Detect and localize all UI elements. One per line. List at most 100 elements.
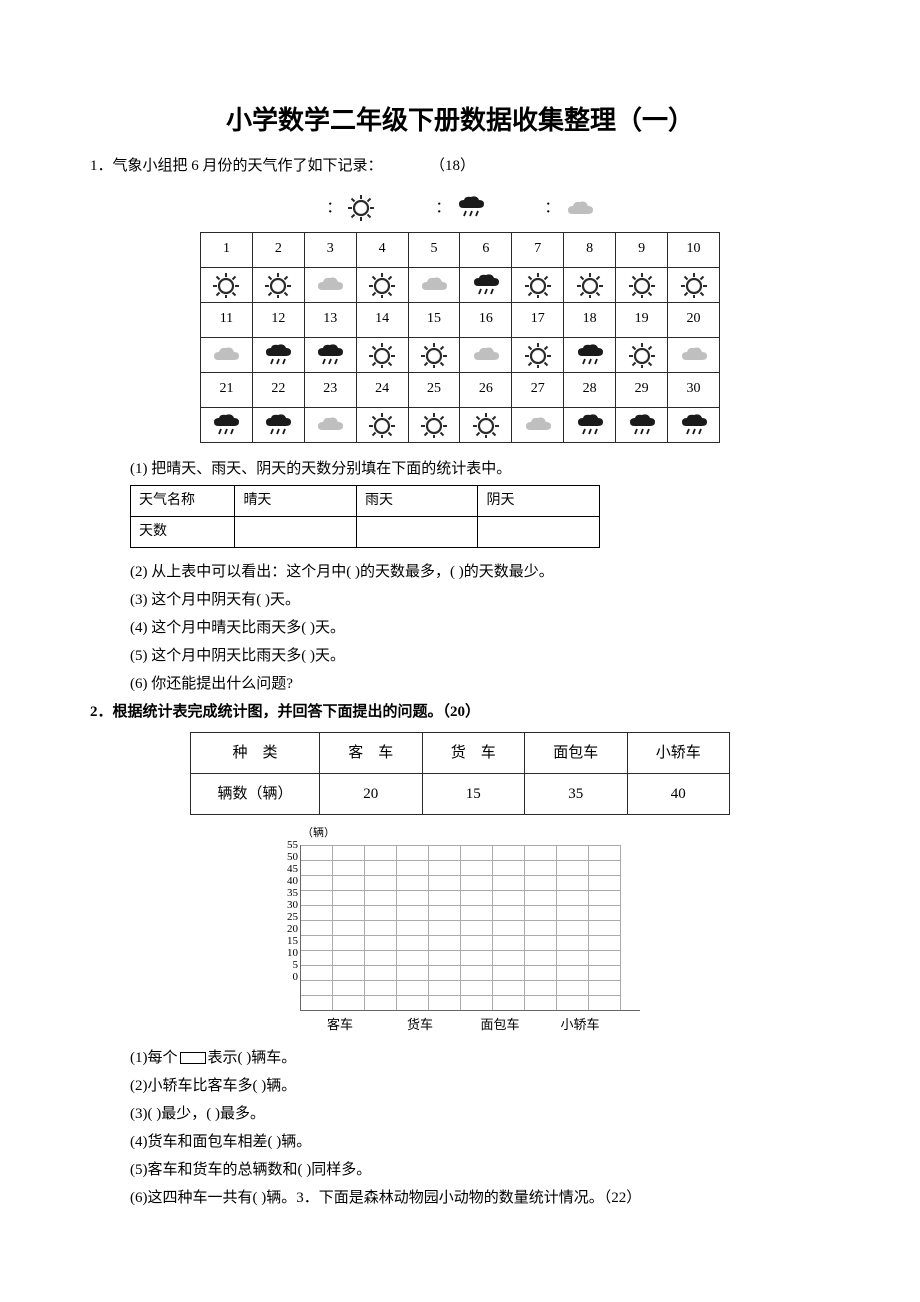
grid-cell bbox=[589, 845, 621, 860]
table-row: 天气名称 晴天 雨天 阴天 bbox=[131, 485, 600, 516]
sun-icon bbox=[576, 272, 604, 298]
grid-cell bbox=[333, 920, 365, 935]
grid-cell bbox=[493, 845, 525, 860]
sun-icon bbox=[472, 412, 500, 438]
y-tick-label: 5 bbox=[274, 959, 298, 971]
grid-cell bbox=[397, 920, 429, 935]
q1-intro: 1．气象小组把 6 月份的天气作了如下记录： （18） bbox=[90, 154, 830, 178]
calendar-icon-row bbox=[201, 407, 720, 442]
table-row: 种 类 客 车 货 车 面包车 小轿车 bbox=[191, 733, 730, 774]
grid-cell bbox=[429, 950, 461, 965]
calendar-weather-cell bbox=[564, 337, 616, 372]
cloud-icon bbox=[420, 272, 448, 298]
grid-cell bbox=[461, 905, 493, 920]
calendar-day-cell: 26 bbox=[460, 372, 512, 407]
grid-cell bbox=[365, 845, 397, 860]
q1-text: 气象小组把 6 月份的天气作了如下记录： bbox=[113, 158, 383, 174]
calendar-day-cell: 4 bbox=[356, 232, 408, 267]
calendar-weather-cell bbox=[460, 267, 512, 302]
grid-cell bbox=[301, 905, 333, 920]
veh-row-label: 辆数（辆） bbox=[191, 774, 320, 815]
q1-number: 1． bbox=[90, 158, 113, 174]
grid-cell bbox=[589, 875, 621, 890]
calendar-day-cell: 12 bbox=[252, 302, 304, 337]
grid-cell bbox=[461, 995, 493, 1010]
grid-cell bbox=[525, 935, 557, 950]
y-tick-label: 40 bbox=[274, 875, 298, 887]
legend-cloudy: ： bbox=[545, 194, 594, 222]
calendar-icon-row bbox=[201, 337, 720, 372]
grid-cell bbox=[589, 995, 621, 1010]
calendar-day-row: 12345678910 bbox=[201, 232, 720, 267]
calendar-day-cell: 14 bbox=[356, 302, 408, 337]
grid-cell bbox=[589, 980, 621, 995]
grid-cell bbox=[525, 995, 557, 1010]
grid-cell bbox=[461, 965, 493, 980]
calendar-weather-cell bbox=[616, 267, 668, 302]
calendar-weather-cell bbox=[252, 267, 304, 302]
grid-cell bbox=[333, 935, 365, 950]
grid-row bbox=[301, 860, 621, 875]
rain-icon bbox=[680, 412, 708, 438]
calendar-weather-cell bbox=[356, 267, 408, 302]
calendar-day-cell: 30 bbox=[668, 372, 720, 407]
grid-cell bbox=[333, 860, 365, 875]
grid-cell bbox=[493, 980, 525, 995]
calendar-day-cell: 25 bbox=[408, 372, 460, 407]
grid-cell bbox=[429, 860, 461, 875]
grid-cell bbox=[333, 995, 365, 1010]
grid-row bbox=[301, 890, 621, 905]
grid-cell bbox=[493, 875, 525, 890]
stat-blank[interactable] bbox=[356, 516, 478, 547]
sun-icon bbox=[680, 272, 708, 298]
grid-row bbox=[301, 950, 621, 965]
grid-cell bbox=[493, 890, 525, 905]
stat-blank[interactable] bbox=[235, 516, 357, 547]
y-tick-label: 35 bbox=[274, 887, 298, 899]
weather-legend: ： ： ： bbox=[90, 194, 830, 222]
grid-cell bbox=[429, 980, 461, 995]
q1-score: （18） bbox=[430, 158, 475, 174]
calendar-weather-cell bbox=[304, 267, 356, 302]
grid-cell bbox=[301, 965, 333, 980]
stat-col-rainy: 雨天 bbox=[356, 485, 478, 516]
calendar-day-cell: 1 bbox=[201, 232, 253, 267]
stat-blank[interactable] bbox=[478, 516, 600, 547]
table-row: 辆数（辆） 20 15 35 40 bbox=[191, 774, 730, 815]
grid-row bbox=[301, 965, 621, 980]
grid-row bbox=[301, 995, 621, 1010]
veh-val-3: 40 bbox=[627, 774, 730, 815]
grid-cell bbox=[589, 920, 621, 935]
xlabel-0: 客车 bbox=[300, 1015, 380, 1036]
sun-icon bbox=[368, 342, 396, 368]
grid-cell bbox=[333, 980, 365, 995]
grid-cell bbox=[301, 875, 333, 890]
calendar-weather-cell bbox=[512, 337, 564, 372]
xlabel-1: 货车 bbox=[380, 1015, 460, 1036]
calendar-weather-cell bbox=[512, 267, 564, 302]
grid-row bbox=[301, 935, 621, 950]
grid-cell bbox=[429, 935, 461, 950]
grid-cell bbox=[589, 890, 621, 905]
calendar-weather-cell bbox=[616, 337, 668, 372]
calendar-day-cell: 28 bbox=[564, 372, 616, 407]
grid-cell bbox=[333, 875, 365, 890]
grid-cell bbox=[493, 905, 525, 920]
grid-cell bbox=[365, 875, 397, 890]
cloud-icon bbox=[472, 342, 500, 368]
unit-box-icon bbox=[180, 1052, 206, 1064]
grid-cell bbox=[525, 890, 557, 905]
cloud-icon bbox=[566, 196, 594, 220]
calendar-weather-cell bbox=[460, 337, 512, 372]
calendar-weather-cell bbox=[668, 267, 720, 302]
grid-cell bbox=[333, 890, 365, 905]
calendar-day-cell: 3 bbox=[304, 232, 356, 267]
veh-val-0: 20 bbox=[320, 774, 423, 815]
q1-sub1: (1) 把晴天、雨天、阴天的天数分别填在下面的统计表中。 bbox=[90, 457, 830, 481]
y-tick-label: 50 bbox=[274, 851, 298, 863]
calendar-weather-cell bbox=[356, 407, 408, 442]
grid-cell bbox=[397, 890, 429, 905]
calendar-day-cell: 22 bbox=[252, 372, 304, 407]
y-tick-label: 15 bbox=[274, 935, 298, 947]
grid-cell bbox=[461, 860, 493, 875]
